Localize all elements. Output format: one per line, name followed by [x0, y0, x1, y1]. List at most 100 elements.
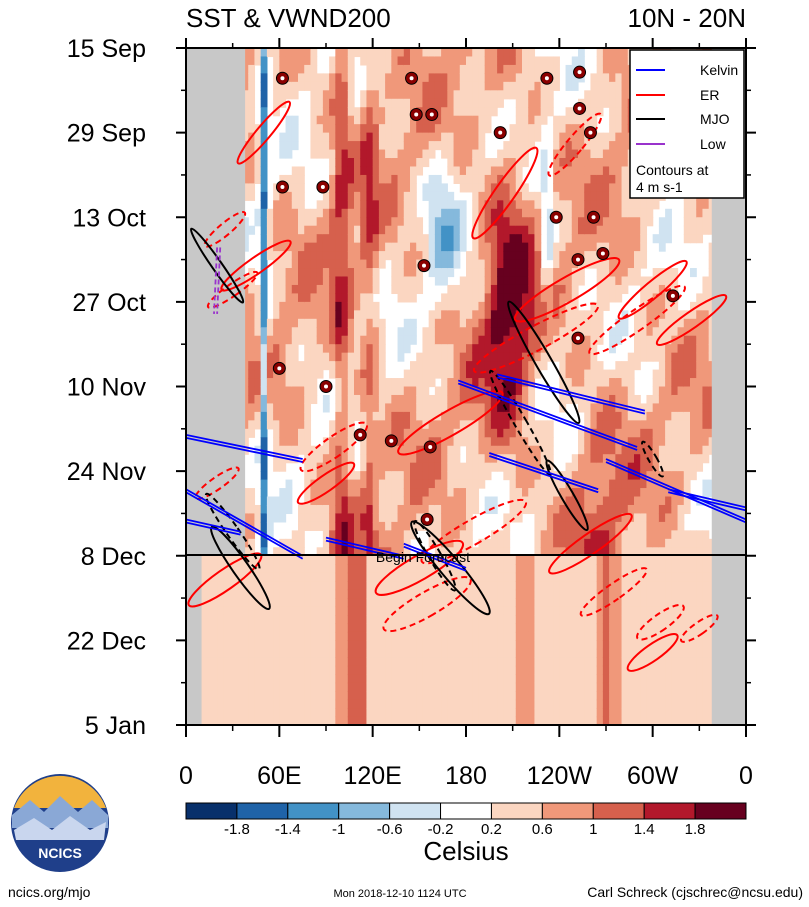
sst-cell: [453, 640, 461, 650]
sst-cell: [360, 386, 368, 396]
sst-cell: [322, 445, 330, 455]
sst-cell: [503, 581, 511, 591]
sst-cell: [291, 648, 299, 658]
sst-cell: [416, 454, 424, 464]
sst-cell: [466, 691, 473, 701]
sst-cell: [329, 454, 336, 464]
sst-cell: [366, 301, 374, 311]
sst-cell: [459, 716, 467, 725]
sst-cell: [540, 572, 548, 582]
sst-cell: [298, 716, 305, 725]
sst-cell: [621, 141, 629, 151]
sst-cell: [503, 344, 511, 354]
sst-cell: [484, 318, 492, 328]
sst-cell: [559, 648, 567, 658]
sst-cell: [509, 606, 517, 616]
sst-cell: [391, 149, 399, 159]
sst-cell: [354, 200, 361, 210]
sst-cell: [534, 631, 542, 641]
sst-cell: [304, 437, 312, 447]
sst-cell: [354, 268, 361, 278]
sst-cell: [341, 403, 349, 413]
sst-cell: [360, 614, 368, 625]
sst-cell: [609, 572, 616, 582]
sst-cell: [310, 327, 318, 337]
sst-cell: [285, 555, 293, 565]
sst-cell: [590, 361, 598, 371]
sst-cell: [341, 158, 349, 168]
sst-cell: [528, 191, 536, 201]
sst-cell: [497, 420, 504, 430]
sst-cell: [522, 504, 529, 515]
sst-cell: [590, 530, 598, 540]
sst-cell: [198, 648, 206, 658]
sst-cell: [372, 361, 380, 371]
sst-cell: [291, 310, 299, 320]
sst-cell: [615, 411, 623, 421]
sst-cell: [497, 225, 504, 235]
sst-cell: [615, 513, 623, 523]
sst-cell: [273, 614, 280, 625]
sst-cell: [503, 251, 511, 261]
sst-cell: [329, 158, 336, 168]
sst-cell: [391, 378, 399, 388]
sst-cell: [459, 234, 467, 244]
sst-cell: [298, 335, 305, 345]
sst-cell: [428, 124, 436, 134]
sst-cell: [242, 614, 249, 625]
sst-cell: [335, 513, 343, 523]
sst-cell: [335, 56, 343, 66]
sst-cell: [366, 132, 374, 142]
sst-cell: [403, 521, 411, 531]
sst-cell: [285, 648, 293, 658]
sst-cell: [260, 327, 268, 337]
sst-cell: [397, 488, 405, 498]
sst-cell: [354, 665, 361, 675]
sst-cell: [248, 98, 256, 108]
sst-cell: [602, 437, 610, 447]
sst-cell: [248, 386, 256, 396]
sst-cell: [223, 682, 231, 692]
sst-cell: [540, 454, 548, 464]
sst-cell: [273, 56, 280, 66]
sst-cell: [347, 504, 355, 515]
sst-cell: [291, 208, 299, 218]
sst-cell: [248, 166, 256, 176]
sst-cell: [459, 327, 467, 337]
sst-cell: [565, 149, 573, 159]
sst-cell: [466, 716, 473, 725]
sst-cell: [378, 682, 386, 692]
sst-cell: [434, 428, 442, 438]
sst-cell: [578, 158, 585, 168]
sst-cell: [497, 208, 504, 218]
sst-cell: [466, 699, 473, 709]
sst-cell: [459, 166, 467, 176]
sst-cell: [354, 674, 361, 684]
sst-cell: [503, 378, 511, 388]
sst-cell: [534, 369, 542, 379]
sst-cell: [416, 124, 424, 134]
sst-cell: [316, 81, 324, 91]
sst-cell: [559, 310, 567, 320]
sst-cell: [534, 674, 542, 684]
sst-cell: [285, 504, 293, 515]
sst-cell: [329, 73, 336, 83]
sst-cell: [329, 64, 336, 74]
sst-cell: [615, 124, 623, 134]
sst-cell: [329, 141, 336, 151]
sst-cell: [590, 504, 598, 515]
sst-cell: [422, 149, 430, 159]
sst-cell: [428, 420, 436, 430]
sst-cell: [515, 98, 523, 108]
sst-cell: [260, 471, 268, 481]
sst-cell: [441, 589, 448, 599]
sst-cell: [316, 132, 324, 142]
sst-cell: [428, 90, 436, 100]
sst-cell: [441, 386, 448, 396]
sst-cell: [347, 428, 355, 438]
sst-cell: [565, 369, 573, 379]
sst-cell: [509, 479, 517, 489]
sst-cell: [291, 166, 299, 176]
sst-cell: [571, 166, 579, 176]
sst-cell: [285, 191, 293, 201]
